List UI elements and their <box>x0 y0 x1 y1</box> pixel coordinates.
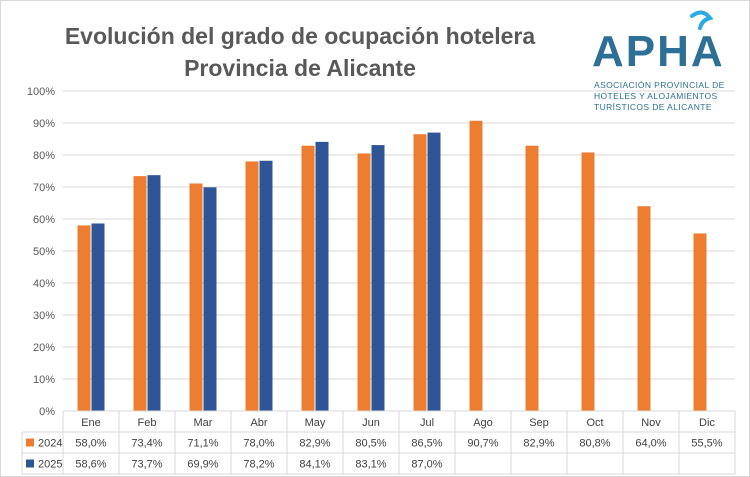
data-label: 64,0% <box>635 438 666 450</box>
category-label: Jun <box>362 417 380 429</box>
logo-subtitle-line: HOTELES Y ALOJAMIENTOS <box>594 91 718 101</box>
apha-logo: APHA <box>592 10 725 76</box>
data-label: 82,9% <box>523 438 554 450</box>
bar-2024 <box>133 176 147 411</box>
title-line-2: Provincia de Alicante <box>184 55 416 81</box>
legend-label: 2024 <box>38 438 62 450</box>
data-label: 58,6% <box>75 459 106 471</box>
bar-2024 <box>245 161 259 411</box>
category-label: Oct <box>586 417 603 429</box>
y-tick-label: 90% <box>33 118 55 130</box>
bar-2024 <box>637 206 651 411</box>
logo-drop-icon <box>690 10 714 30</box>
logo-subtitle: ASOCIACIÓN PROVINCIAL DE HOTELES Y ALOJA… <box>594 80 744 113</box>
data-label: 78,0% <box>243 438 274 450</box>
category-label: Jul <box>420 417 434 429</box>
bar-2024 <box>413 134 427 411</box>
data-label: 73,4% <box>131 438 162 450</box>
data-label: 78,2% <box>243 459 274 471</box>
data-label: 58,0% <box>75 438 106 450</box>
bar-2024 <box>301 145 315 411</box>
data-label: 80,5% <box>355 438 386 450</box>
category-label: Nov <box>641 417 661 429</box>
chart-title: Evolución del grado de ocupación hoteler… <box>0 20 600 84</box>
category-label: Ago <box>473 417 493 429</box>
data-label: 83,1% <box>355 459 386 471</box>
data-label: 69,9% <box>187 459 218 471</box>
bar-2025 <box>427 132 441 411</box>
logo-text: APHA <box>592 27 725 76</box>
bar-2024 <box>77 225 91 411</box>
bar-2024 <box>581 152 595 411</box>
legend-swatch-2025 <box>26 459 34 468</box>
category-label: Abr <box>250 417 267 429</box>
bar-2024 <box>469 120 483 411</box>
bar-2025 <box>259 160 273 411</box>
y-tick-label: 100% <box>27 86 55 98</box>
data-label: 90,7% <box>467 438 498 450</box>
title-line-1: Evolución del grado de ocupación hoteler… <box>64 23 536 49</box>
y-tick-label: 0% <box>39 406 55 418</box>
data-label: 87,0% <box>411 459 442 471</box>
data-label: 55,5% <box>691 438 722 450</box>
data-label: 82,9% <box>299 438 330 450</box>
data-label: 86,5% <box>411 438 442 450</box>
y-tick-label: 50% <box>33 246 55 258</box>
category-label: Mar <box>194 417 213 429</box>
logo-subtitle-line: ASOCIACIÓN PROVINCIAL DE <box>594 80 725 90</box>
data-label: 73,7% <box>131 459 162 471</box>
legend-label: 2025 <box>38 459 62 471</box>
y-tick-label: 10% <box>33 374 55 386</box>
bar-2025 <box>315 141 329 411</box>
data-label: 71,1% <box>187 438 218 450</box>
category-label: May <box>305 417 326 429</box>
legend-swatch-2024 <box>26 438 34 447</box>
y-tick-label: 40% <box>33 278 55 290</box>
bar-2025 <box>203 187 217 411</box>
y-tick-label: 60% <box>33 214 55 226</box>
logo-subtitle-line: TURÍSTICOS DE ALICANTE <box>594 102 712 112</box>
category-label: Ene <box>81 417 101 429</box>
bar-2025 <box>371 145 385 411</box>
bar-2024 <box>357 153 371 411</box>
data-label: 80,8% <box>579 438 610 450</box>
data-label: 84,1% <box>299 459 330 471</box>
category-label: Feb <box>138 417 157 429</box>
y-tick-label: 80% <box>33 150 55 162</box>
bar-2025 <box>91 223 105 411</box>
bar-2024 <box>525 145 539 411</box>
y-tick-label: 20% <box>33 342 55 354</box>
bar-2025 <box>147 175 161 411</box>
category-label: Dic <box>699 417 715 429</box>
y-tick-label: 30% <box>33 310 55 322</box>
y-tick-label: 70% <box>33 182 55 194</box>
bar-2024 <box>189 183 203 411</box>
bar-2024 <box>693 233 707 411</box>
category-label: Sep <box>529 417 549 429</box>
